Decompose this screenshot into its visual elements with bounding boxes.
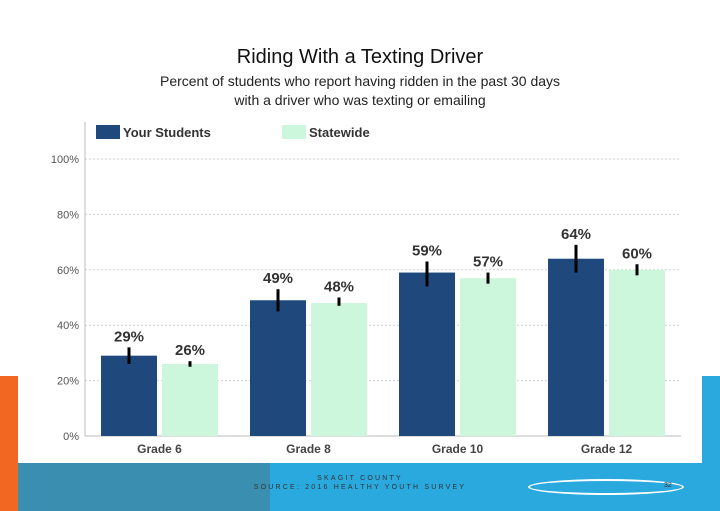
legend-label: Statewide <box>309 125 370 140</box>
data-label: 29% <box>114 328 144 345</box>
bar <box>101 355 157 436</box>
data-label: 59% <box>412 242 442 259</box>
slide-subtitle: Percent of students who report having ri… <box>159 73 561 108</box>
legend-label: Your Students <box>123 125 211 140</box>
data-label: 64% <box>561 226 591 243</box>
bar <box>460 278 516 436</box>
data-label: 26% <box>175 342 205 359</box>
x-tick-label: Grade 6 <box>137 442 182 456</box>
page-number: 32 <box>664 482 672 489</box>
footer-source: SKAGIT COUNTY SOURCE: 2016 HEALTHY YOUTH… <box>230 474 490 492</box>
legend-swatch <box>96 125 120 139</box>
y-tick-label: 40% <box>57 320 79 332</box>
footer-county: SKAGIT COUNTY <box>317 475 403 482</box>
x-tick-label: Grade 12 <box>581 442 633 456</box>
bar <box>250 300 306 436</box>
bar <box>609 269 665 436</box>
data-label: 48% <box>324 279 354 296</box>
data-label: 49% <box>263 270 293 287</box>
x-tick-label: Grade 10 <box>432 442 484 456</box>
bar-chart: 0% 20% 40% 60% 80% 100% Your Students Statewide… <box>51 122 681 456</box>
y-tick-label: 60% <box>57 265 79 277</box>
slide-title: Riding With a Texting Driver <box>236 46 484 68</box>
data-label: 57% <box>473 254 503 271</box>
footer-source-line: SOURCE: 2016 HEALTHY YOUTH SURVEY <box>253 484 467 491</box>
legend-swatch <box>282 125 306 139</box>
teal-accent-block <box>18 463 278 511</box>
page-number-oval <box>528 479 684 495</box>
bar <box>311 303 367 436</box>
y-tick-label: 20% <box>57 376 79 388</box>
chart-panel: 0% 20% 40% 60% 80% 100% Your Students Statewide… <box>18 112 702 463</box>
y-tick-label: 100% <box>51 154 79 166</box>
bar <box>399 272 455 436</box>
orange-accent-block <box>0 376 18 511</box>
x-tick-label: Grade 8 <box>286 442 331 456</box>
bar <box>548 258 604 436</box>
y-tick-label: 0% <box>63 431 79 443</box>
bar <box>162 363 218 436</box>
y-tick-label: 80% <box>57 209 79 221</box>
data-label: 60% <box>622 245 652 262</box>
